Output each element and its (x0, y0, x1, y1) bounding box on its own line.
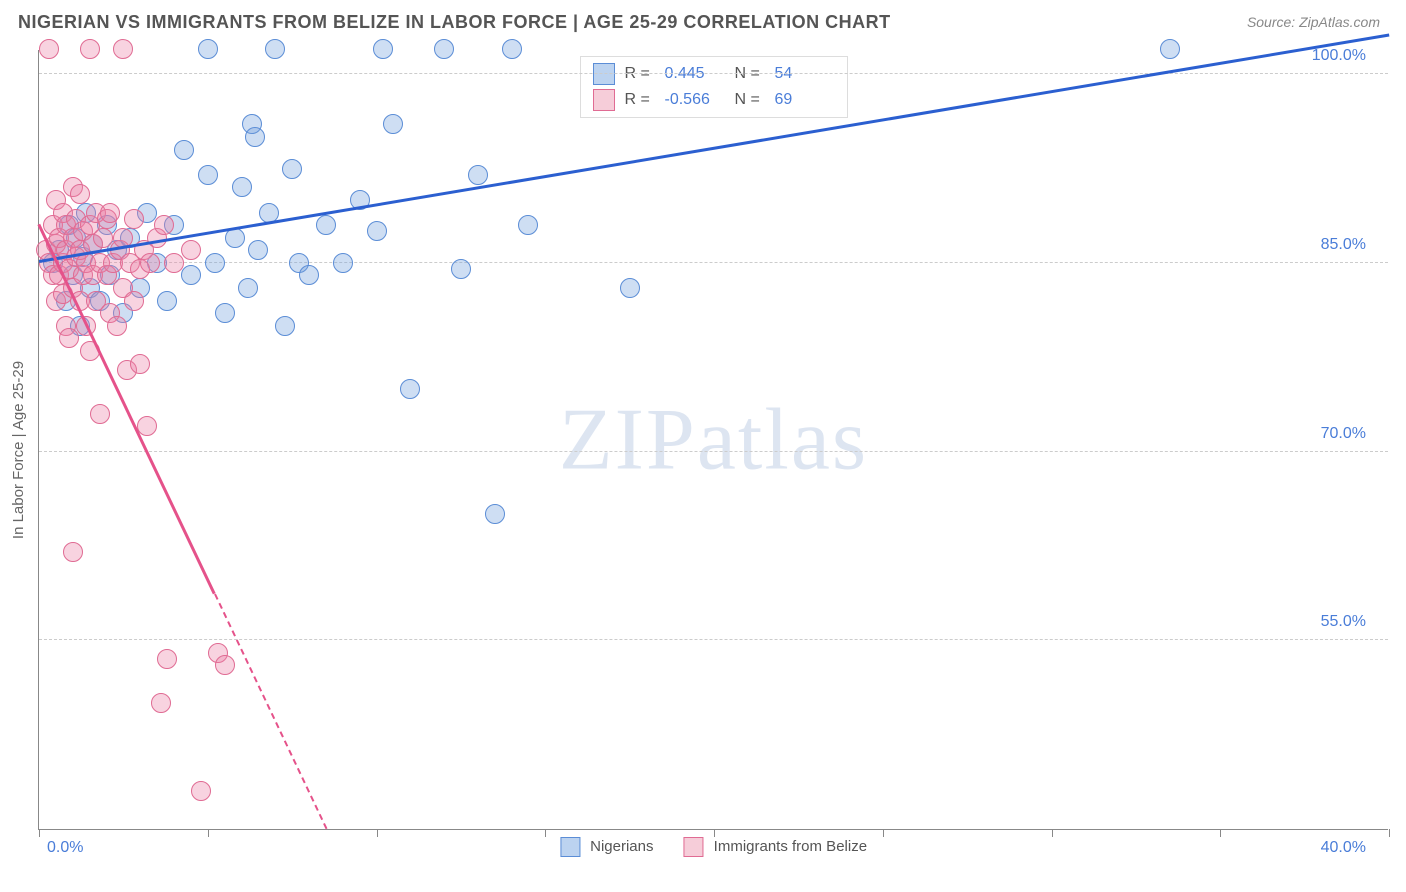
x-tick (1389, 829, 1390, 837)
data-point (140, 253, 160, 273)
legend-top-swatch-belize (593, 89, 615, 111)
data-point (518, 215, 538, 235)
data-point (215, 303, 235, 323)
data-point (485, 504, 505, 524)
data-point (383, 114, 403, 134)
x-axis-min-label: 0.0% (47, 839, 83, 857)
data-point (282, 159, 302, 179)
legend-swatch-belize (684, 837, 704, 857)
r-value-belize: -0.566 (665, 91, 725, 109)
n-value-belize: 69 (775, 91, 835, 109)
data-point (265, 39, 285, 59)
watermark: ZIPatlas (559, 389, 868, 490)
y-axis-title: In Labor Force | Age 25-29 (10, 361, 27, 539)
x-tick (883, 829, 884, 837)
data-point (181, 240, 201, 260)
data-point (232, 177, 252, 197)
chart-title: NIGERIAN VS IMMIGRANTS FROM BELIZE IN LA… (18, 12, 891, 33)
data-point (205, 253, 225, 273)
data-point (130, 354, 150, 374)
data-point (400, 379, 420, 399)
data-point (154, 215, 174, 235)
x-tick (1052, 829, 1053, 837)
data-point (151, 693, 171, 713)
x-tick (714, 829, 715, 837)
gridline-h (39, 73, 1388, 74)
y-tick-label: 85.0% (1321, 236, 1366, 254)
data-point (468, 165, 488, 185)
data-point (333, 253, 353, 273)
data-point (373, 39, 393, 59)
gridline-h (39, 451, 1388, 452)
data-point (100, 203, 120, 223)
gridline-h (39, 262, 1388, 263)
data-point (63, 542, 83, 562)
watermark-bold: ZIP (559, 391, 697, 488)
x-axis-max-label: 40.0% (1321, 839, 1366, 857)
y-tick-label: 55.0% (1321, 613, 1366, 631)
legend-item-nigerians: Nigerians (560, 837, 654, 857)
source-label: Source: ZipAtlas.com (1247, 14, 1380, 30)
data-point (59, 328, 79, 348)
data-point (451, 259, 471, 279)
data-point (245, 127, 265, 147)
data-point (107, 316, 127, 336)
legend-bottom: Nigerians Immigrants from Belize (560, 837, 867, 857)
data-point (1160, 39, 1180, 59)
data-point (90, 404, 110, 424)
data-point (39, 39, 59, 59)
x-tick (545, 829, 546, 837)
x-tick (1220, 829, 1221, 837)
data-point (124, 209, 144, 229)
legend-top-stats: R = 0.445 N = 54 R = -0.566 N = 69 (580, 56, 848, 118)
data-point (316, 215, 336, 235)
trend-line (214, 593, 327, 828)
data-point (215, 655, 235, 675)
scatter-plot: ZIPatlas 0.0% 40.0% Nigerians Immigrants… (38, 50, 1388, 830)
data-point (198, 39, 218, 59)
n-label: N = (735, 91, 765, 109)
data-point (620, 278, 640, 298)
y-tick-label: 100.0% (1312, 47, 1366, 65)
legend-label-nigerians: Nigerians (590, 838, 653, 855)
data-point (157, 649, 177, 669)
legend-top-row-belize: R = -0.566 N = 69 (593, 87, 835, 113)
gridline-h (39, 639, 1388, 640)
data-point (124, 291, 144, 311)
data-point (367, 221, 387, 241)
data-point (434, 39, 454, 59)
r-label: R = (625, 91, 655, 109)
data-point (502, 39, 522, 59)
x-tick (39, 829, 40, 837)
legend-item-belize: Immigrants from Belize (684, 837, 868, 857)
data-point (164, 253, 184, 273)
data-point (191, 781, 211, 801)
data-point (70, 184, 90, 204)
data-point (157, 291, 177, 311)
data-point (174, 140, 194, 160)
x-tick (208, 829, 209, 837)
legend-swatch-nigerians (560, 837, 580, 857)
data-point (181, 265, 201, 285)
data-point (113, 39, 133, 59)
data-point (275, 316, 295, 336)
data-point (238, 278, 258, 298)
y-tick-label: 70.0% (1321, 425, 1366, 443)
data-point (299, 265, 319, 285)
data-point (248, 240, 268, 260)
data-point (198, 165, 218, 185)
watermark-thin: atlas (697, 391, 868, 488)
x-tick (377, 829, 378, 837)
legend-label-belize: Immigrants from Belize (714, 838, 867, 855)
data-point (80, 39, 100, 59)
